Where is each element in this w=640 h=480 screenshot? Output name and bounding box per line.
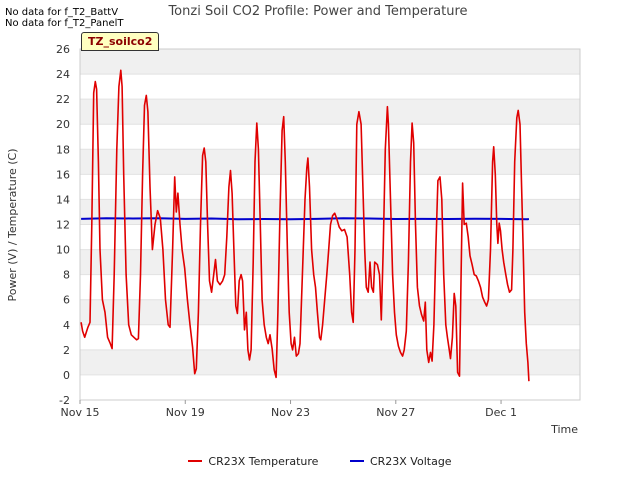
x-tick-labels: Nov 15 Nov 19 Nov 23 Nov 27 Dec 1 [61,400,517,419]
x-tick-label: Nov 23 [271,406,310,419]
x-tick-label: Dec 1 [485,406,517,419]
chart-title: Tonzi Soil CO2 Profile: Power and Temper… [167,4,467,19]
y-tick-label: 8 [63,269,70,282]
legend-item-voltage[interactable]: CR23X Voltage [349,454,452,468]
x-tick-label: Nov 27 [376,406,415,419]
y-tick-label: 20 [56,118,70,131]
legend-swatch-temperature [188,460,203,462]
y-tick-label: 0 [63,369,70,382]
legend-item-temperature[interactable]: CR23X Temperature [188,455,318,468]
y-tick-label: -2 [59,394,70,407]
y-tick-label: 16 [56,168,70,181]
background-band [80,299,580,325]
x-tick-label: Nov 15 [61,406,100,419]
y-axis-label: Power (V) / Temperature (C) [6,148,19,301]
background-band [80,49,580,75]
series-lines [80,69,530,382]
y-tick-label: 22 [56,93,70,106]
series-line-voltage [81,217,530,221]
background-band [80,99,580,125]
y-tick-label: 14 [56,193,70,206]
y-tick-label: 18 [56,143,70,156]
y-tick-label: 2 [63,344,70,357]
no-data-notice-battv: No data for f_T2_BattV [5,7,119,18]
y-tick-label: 10 [56,244,70,257]
legend-label-voltage: CR23X Voltage [369,454,452,468]
plot-frame [79,48,581,401]
x-axis-label: Time [550,423,578,436]
series-line-temperature [80,69,530,382]
y-tick-label: 24 [56,68,70,81]
y-tick-label: 4 [63,319,70,332]
background-bands [80,49,580,375]
x-tick-label: Nov 19 [166,406,205,419]
y-tick-label: 6 [63,294,70,307]
legend-swatch-voltage [349,460,364,462]
background-band [80,349,580,375]
legend: CR23X Temperature CR23X Voltage [0,452,640,468]
y-tick-label: 12 [56,219,70,232]
y-tick-label: 26 [56,43,70,56]
legend-label-temperature: CR23X Temperature [208,454,319,468]
no-data-notice-panelt: No data for f_T2_PanelT [5,18,124,29]
background-band [80,149,580,175]
site-badge: TZ_soilco2 [81,32,160,51]
